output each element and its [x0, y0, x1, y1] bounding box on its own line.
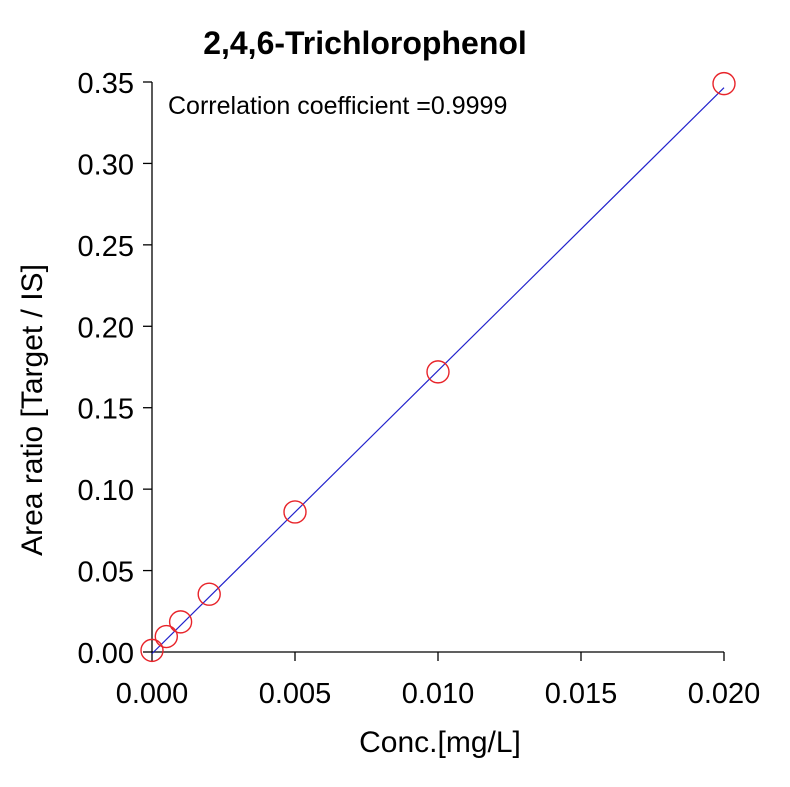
y-tick-label: 0.15 [78, 394, 134, 426]
y-axis-label: Area ratio [Target / IS] [16, 264, 49, 556]
y-tick-label: 0.35 [78, 68, 134, 100]
y-tick-label: 0.30 [78, 149, 134, 181]
chart-title: 2,4,6-Trichlorophenol [203, 25, 527, 61]
data-point [712, 71, 736, 96]
fit-line-layer [151, 87, 725, 655]
y-tick-label: 0.10 [78, 475, 134, 507]
x-axis-label: Conc.[mg/L] [359, 726, 521, 759]
x-tick-label: 0.010 [402, 678, 475, 710]
data-point [197, 582, 221, 606]
fit-line [151, 87, 725, 655]
y-tick-label: 0.05 [78, 557, 134, 589]
data-point [154, 624, 179, 649]
y-tick-label: 0.20 [78, 312, 134, 344]
x-axis-ticks: 0.000 0.005 0.010 0.015 0.020 [116, 652, 761, 710]
correlation-annotation: Correlation coefficient =0.9999 [168, 92, 507, 120]
data-point [426, 360, 450, 384]
data-point [168, 610, 193, 634]
data-point [140, 638, 164, 663]
data-points-layer [140, 71, 736, 663]
data-point [283, 500, 307, 524]
x-tick-label: 0.005 [259, 678, 332, 710]
y-tick-label: 0.00 [78, 638, 134, 670]
y-axis-ticks: 0.00 0.05 0.10 0.15 0.20 0.25 0.30 0.35 [78, 68, 152, 670]
y-tick-label: 0.25 [78, 231, 134, 263]
x-tick-label: 0.020 [688, 678, 761, 710]
x-tick-label: 0.015 [545, 678, 618, 710]
axes [151, 82, 724, 653]
x-tick-label: 0.000 [116, 678, 189, 710]
